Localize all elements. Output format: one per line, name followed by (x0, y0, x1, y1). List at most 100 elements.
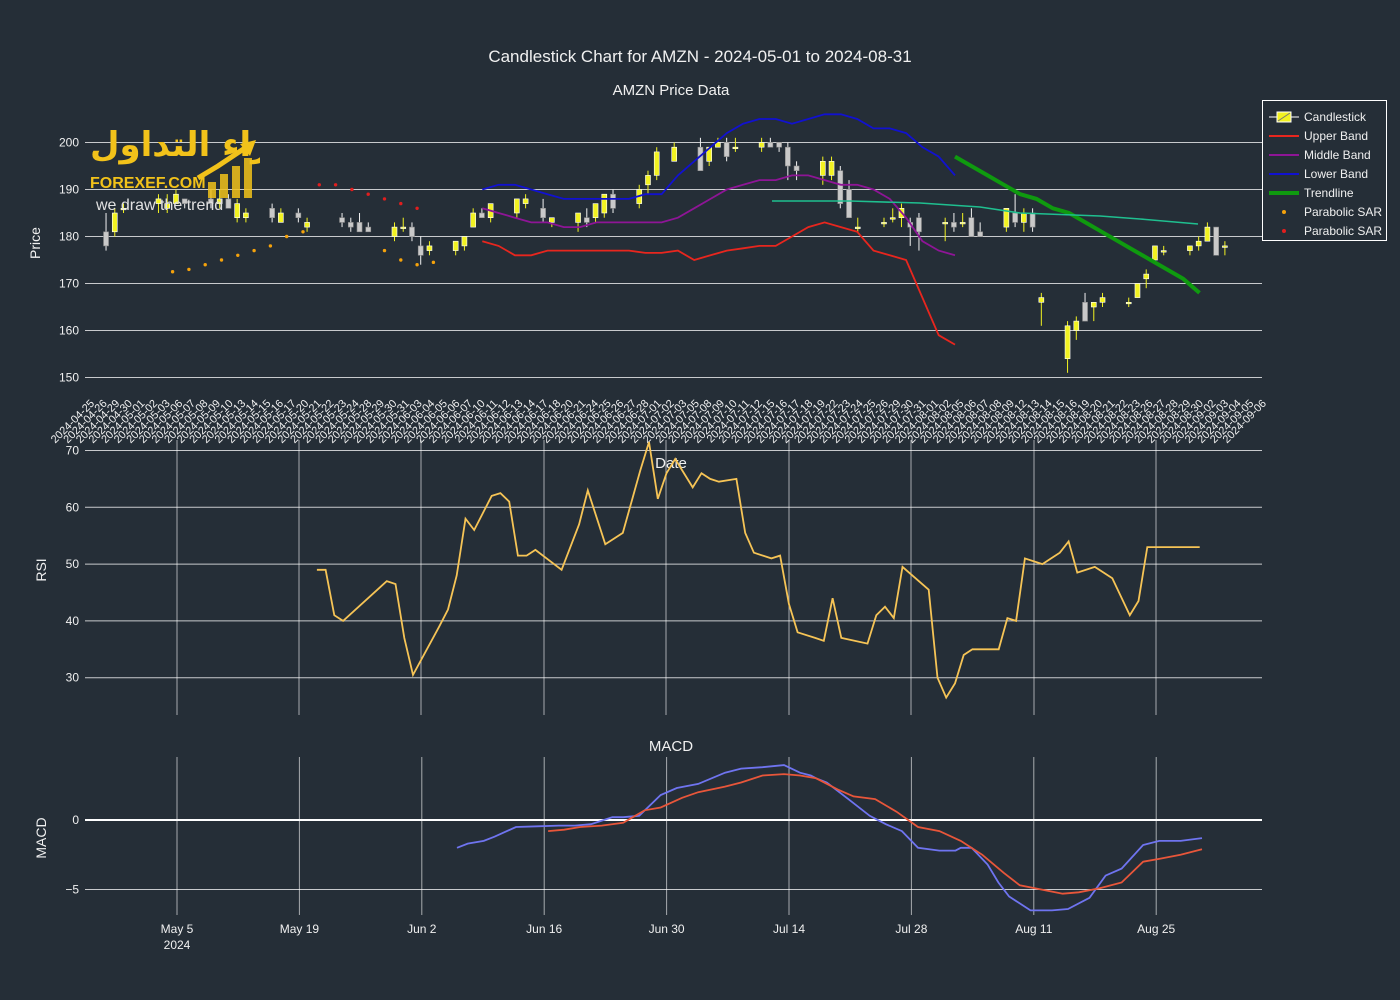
candle-body (1090, 301, 1097, 308)
rsi-y-tick: 60 (66, 500, 80, 514)
price-y-tick: 190 (59, 183, 79, 197)
sar-point (382, 197, 387, 201)
candle-body (785, 146, 791, 167)
candle-body (479, 212, 485, 218)
candle-body (155, 198, 162, 204)
macd-x-tick: Jun 30 (649, 922, 685, 936)
price-panel: AMZN Price Data150160170180190200Price20… (27, 82, 1269, 446)
series-trendline (954, 154, 1201, 295)
candle-body (1195, 240, 1202, 247)
candle-body (1073, 320, 1080, 331)
macd-x-tick: May 19 (280, 922, 320, 936)
candle-body (968, 217, 975, 237)
candle-body (216, 198, 223, 204)
rsi-panel: Date 30 40 50 60 70 RSI (33, 440, 1262, 715)
price-y-tick: 150 (59, 371, 79, 385)
rsi-subtitle: Date (655, 455, 687, 472)
candle-body (1021, 212, 1027, 223)
legend-swatch-line (1269, 172, 1299, 175)
sar-point (399, 201, 403, 206)
legend-item[interactable]: Parabolic SAR (1269, 221, 1382, 240)
candle-body (234, 203, 240, 219)
candle-body (1082, 301, 1088, 322)
candle-body (592, 203, 599, 219)
candle-body (409, 226, 415, 237)
logo-graphic: خبراء التداول FOREXEF.COM we draw the tr… (90, 125, 311, 214)
candle-body (889, 217, 896, 220)
legend-swatch-thick (1269, 190, 1299, 195)
legend-label: Upper Band (1304, 128, 1369, 143)
candle-body (391, 226, 398, 237)
legend-item[interactable]: Lower Band (1269, 164, 1368, 183)
legend-label: Candlestick (1304, 109, 1367, 124)
candle-body (400, 226, 407, 229)
candle-body (828, 161, 835, 176)
macd-y-tick: −5 (65, 883, 79, 897)
macd-x-tick: May 5 (161, 922, 194, 936)
legend-swatch-dot (1282, 228, 1286, 233)
candle-body (278, 212, 284, 223)
candle-body (1029, 212, 1036, 228)
candle-body (732, 146, 739, 149)
candle-body (1064, 325, 1071, 359)
candle-body (1152, 245, 1158, 261)
series-lower-band (482, 113, 956, 200)
legend-item[interactable]: Middle Band (1269, 145, 1371, 164)
candle-body (1099, 297, 1106, 303)
candle-body (846, 189, 852, 219)
candle-body (767, 142, 774, 148)
candle-body (916, 217, 922, 233)
candle-body (583, 217, 590, 223)
candle-body (208, 198, 214, 204)
macd-x-tick: Aug 11 (1015, 922, 1052, 936)
candle-body (365, 226, 372, 233)
sar-point (252, 248, 256, 253)
sar-point (203, 263, 207, 267)
candle-body (758, 142, 765, 148)
sar-point (187, 267, 191, 272)
legend-item[interactable]: Trendline (1269, 183, 1354, 202)
macd-panel: MACD −5 0 May 5 May 19 Jun 2 Jun 16 Jun 30 Jul 1… (33, 738, 1262, 952)
macd-x-year: 2024 (164, 938, 191, 952)
candle-body (1003, 208, 1010, 228)
forexef-logo: خبراء التداول FOREXEF.COM we draw the tr… (88, 108, 311, 216)
candle-body (1222, 245, 1228, 248)
candle-body (575, 212, 581, 223)
legend-label: Lower Band (1304, 166, 1369, 181)
logo-arabic-text: خبراء التداول (90, 125, 260, 165)
legend-item[interactable]: Candlestick (1269, 107, 1366, 126)
legend-item[interactable]: Parabolic SAR (1269, 202, 1382, 221)
candle-body (295, 212, 302, 218)
sar-point (219, 258, 224, 262)
sar-point (268, 244, 273, 248)
candle-body (181, 198, 188, 204)
rsi-line (316, 441, 1200, 700)
macd-macd-line (456, 764, 1203, 912)
legend-item[interactable]: Upper Band (1269, 126, 1368, 145)
candle-body (417, 245, 424, 256)
candle-body (776, 142, 782, 148)
candle-body (715, 142, 721, 148)
candle-body (951, 222, 957, 228)
macd-x-tick: Jul 14 (773, 922, 805, 936)
price-y-tick: 200 (59, 136, 79, 150)
legend-swatch-line (1269, 153, 1299, 156)
sar-point (431, 260, 436, 265)
candle-body (339, 217, 345, 223)
candle-body (854, 226, 861, 229)
candle-body (164, 203, 171, 209)
candle-body (645, 175, 651, 186)
rsi-y-label: RSI (33, 558, 49, 581)
sar-point (236, 253, 240, 257)
candle-body (549, 217, 555, 223)
candle-body (540, 208, 546, 219)
sar-point (415, 263, 419, 267)
candle-body (959, 222, 966, 225)
macd-x-tick: Jul 28 (895, 922, 927, 936)
logo-tagline-text: we draw the trend (95, 197, 223, 214)
legend-label: Parabolic SAR (1304, 223, 1383, 238)
candle-body (881, 222, 887, 225)
candle-body (225, 198, 232, 209)
rsi-y-tick: 40 (66, 614, 80, 628)
